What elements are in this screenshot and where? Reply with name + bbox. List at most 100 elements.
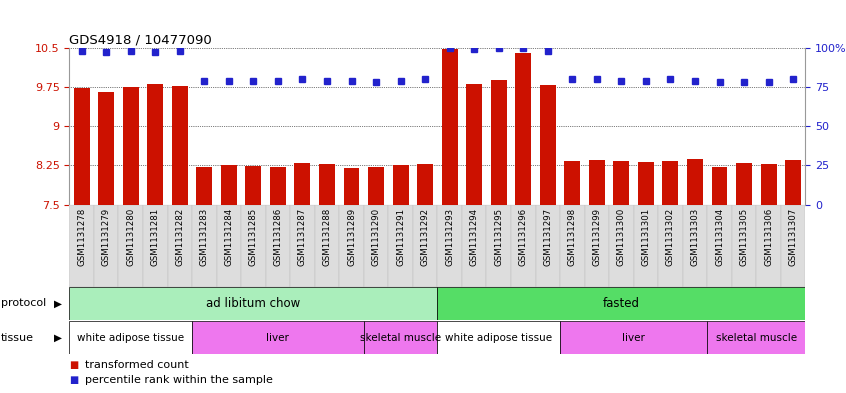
Bar bbox=[711, 167, 728, 205]
Bar bbox=[486, 205, 511, 287]
Text: GSM1131281: GSM1131281 bbox=[151, 208, 160, 266]
Text: GSM1131300: GSM1131300 bbox=[617, 208, 626, 266]
Bar bbox=[393, 165, 409, 205]
Bar bbox=[74, 88, 90, 205]
Text: ■: ■ bbox=[69, 360, 79, 370]
Bar bbox=[437, 321, 560, 354]
Bar bbox=[462, 205, 486, 287]
Bar bbox=[515, 53, 531, 205]
Bar bbox=[662, 161, 678, 205]
Bar bbox=[319, 164, 335, 205]
Text: GSM1131282: GSM1131282 bbox=[175, 208, 184, 266]
Text: GSM1131304: GSM1131304 bbox=[715, 208, 724, 266]
Bar bbox=[69, 321, 192, 354]
Text: transformed count: transformed count bbox=[85, 360, 189, 370]
Text: GSM1131302: GSM1131302 bbox=[666, 208, 675, 266]
Bar bbox=[781, 205, 805, 287]
Bar bbox=[123, 87, 139, 205]
Bar bbox=[69, 287, 437, 320]
Text: GSM1131305: GSM1131305 bbox=[739, 208, 749, 266]
Text: GSM1131279: GSM1131279 bbox=[102, 208, 111, 266]
Bar bbox=[221, 165, 237, 205]
Text: ▶: ▶ bbox=[53, 298, 62, 309]
Text: GSM1131291: GSM1131291 bbox=[396, 208, 405, 266]
Text: fasted: fasted bbox=[603, 297, 640, 310]
Bar bbox=[69, 205, 94, 287]
Text: white adipose tissue: white adipose tissue bbox=[445, 332, 552, 343]
Bar bbox=[245, 166, 261, 205]
Bar bbox=[589, 160, 605, 205]
Bar bbox=[560, 205, 585, 287]
Text: liver: liver bbox=[266, 332, 289, 343]
Text: ad libitum chow: ad libitum chow bbox=[206, 297, 300, 310]
Text: ▶: ▶ bbox=[53, 332, 62, 343]
Text: GSM1131286: GSM1131286 bbox=[273, 208, 283, 266]
Bar bbox=[442, 49, 458, 205]
Text: GSM1131289: GSM1131289 bbox=[347, 208, 356, 266]
Bar bbox=[417, 164, 433, 205]
Text: GDS4918 / 10477090: GDS4918 / 10477090 bbox=[69, 33, 212, 46]
Bar bbox=[343, 168, 360, 205]
Bar bbox=[736, 163, 752, 205]
Text: GSM1131287: GSM1131287 bbox=[298, 208, 307, 266]
Bar bbox=[339, 205, 364, 287]
Bar bbox=[707, 321, 805, 354]
Bar bbox=[98, 92, 114, 205]
Text: white adipose tissue: white adipose tissue bbox=[77, 332, 184, 343]
Text: GSM1131295: GSM1131295 bbox=[494, 208, 503, 266]
Text: GSM1131292: GSM1131292 bbox=[420, 208, 430, 266]
Bar bbox=[196, 167, 212, 205]
Bar bbox=[290, 205, 315, 287]
Bar bbox=[192, 205, 217, 287]
Bar bbox=[266, 205, 290, 287]
Bar bbox=[466, 84, 482, 205]
Text: GSM1131284: GSM1131284 bbox=[224, 208, 233, 266]
Bar bbox=[491, 80, 507, 205]
Bar bbox=[658, 205, 683, 287]
Text: GSM1131306: GSM1131306 bbox=[764, 208, 773, 266]
Bar bbox=[732, 205, 756, 287]
Text: tissue: tissue bbox=[1, 332, 34, 343]
Bar bbox=[388, 205, 413, 287]
Bar bbox=[638, 162, 654, 205]
Text: GSM1131299: GSM1131299 bbox=[592, 208, 602, 266]
Bar bbox=[560, 321, 707, 354]
Text: GSM1131294: GSM1131294 bbox=[470, 208, 479, 266]
Bar bbox=[634, 205, 658, 287]
Bar bbox=[609, 205, 634, 287]
Bar bbox=[315, 205, 339, 287]
Text: ■: ■ bbox=[69, 375, 79, 385]
Text: percentile rank within the sample: percentile rank within the sample bbox=[85, 375, 272, 385]
Bar bbox=[437, 287, 805, 320]
Bar bbox=[585, 205, 609, 287]
Bar bbox=[564, 161, 580, 205]
Text: protocol: protocol bbox=[1, 298, 46, 309]
Text: GSM1131278: GSM1131278 bbox=[77, 208, 86, 266]
Text: GSM1131290: GSM1131290 bbox=[371, 208, 381, 266]
Bar bbox=[217, 205, 241, 287]
Bar bbox=[118, 205, 143, 287]
Bar bbox=[143, 205, 168, 287]
Text: GSM1131293: GSM1131293 bbox=[445, 208, 454, 266]
Text: skeletal muscle: skeletal muscle bbox=[716, 332, 797, 343]
Text: GSM1131296: GSM1131296 bbox=[519, 208, 528, 266]
Bar bbox=[437, 205, 462, 287]
Text: GSM1131280: GSM1131280 bbox=[126, 208, 135, 266]
Text: GSM1131303: GSM1131303 bbox=[690, 208, 700, 266]
Bar bbox=[270, 167, 286, 205]
Bar bbox=[707, 205, 732, 287]
Bar bbox=[147, 84, 163, 205]
Text: GSM1131301: GSM1131301 bbox=[641, 208, 651, 266]
Bar bbox=[364, 205, 388, 287]
Bar bbox=[368, 167, 384, 205]
Bar bbox=[683, 205, 707, 287]
Bar bbox=[687, 159, 703, 205]
Bar bbox=[511, 205, 536, 287]
Bar bbox=[94, 205, 118, 287]
Text: GSM1131285: GSM1131285 bbox=[249, 208, 258, 266]
Bar bbox=[761, 164, 777, 205]
Bar bbox=[413, 205, 437, 287]
Bar bbox=[540, 85, 556, 205]
Text: GSM1131307: GSM1131307 bbox=[788, 208, 798, 266]
Text: GSM1131297: GSM1131297 bbox=[543, 208, 552, 266]
